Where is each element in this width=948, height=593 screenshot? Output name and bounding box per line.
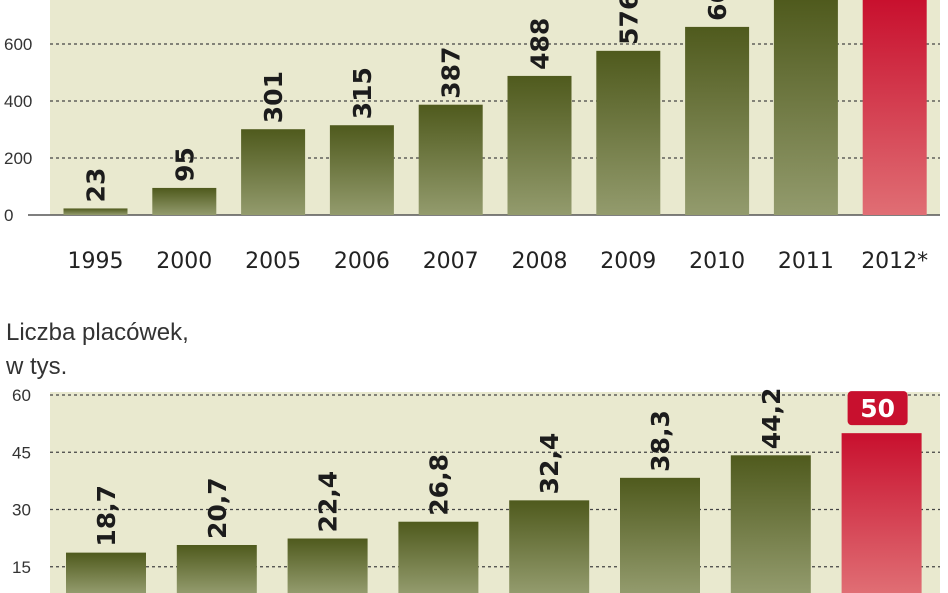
bar <box>398 521 479 593</box>
bar <box>63 208 128 215</box>
y-tick-label: 45 <box>12 443 31 462</box>
x-tick-label: 2000 <box>156 249 212 274</box>
data-label: 301 <box>259 71 288 123</box>
y-tick-label: 15 <box>12 558 31 577</box>
data-label: 23 <box>82 168 111 203</box>
bar <box>620 477 700 593</box>
bar <box>241 129 306 215</box>
x-tick-label: 2012* <box>861 249 928 274</box>
chart-title: Liczba placówek, <box>6 319 189 346</box>
bar <box>507 75 572 215</box>
x-tick-label: 2006 <box>334 249 390 274</box>
bar <box>862 0 927 215</box>
bar <box>418 104 483 215</box>
bar <box>509 500 590 593</box>
data-label: 50 <box>860 394 895 423</box>
bar <box>329 125 394 215</box>
highlight-badge <box>847 391 908 426</box>
x-tick-label: 1995 <box>68 249 124 274</box>
bar <box>841 433 922 593</box>
data-label: 315 <box>348 67 377 119</box>
y-tick-label: 400 <box>4 92 32 111</box>
data-label: 66 <box>703 0 732 21</box>
data-label: 488 <box>526 18 555 70</box>
x-tick-label: 2009 <box>600 249 656 274</box>
x-tick-label: 2008 <box>512 249 568 274</box>
data-label: 576 <box>614 0 643 45</box>
data-label: 18,7 <box>92 485 121 547</box>
data-label: 387 <box>437 47 466 99</box>
x-tick-label: 2007 <box>423 249 479 274</box>
y-tick-label: 200 <box>4 149 32 168</box>
y-tick-label: 60 <box>12 386 31 405</box>
x-tick-label: 2010 <box>689 249 745 274</box>
data-label: 95 <box>170 147 199 182</box>
data-label: 20,7 <box>203 477 232 539</box>
data-label: 26,8 <box>424 454 453 516</box>
bar <box>66 552 146 593</box>
data-label: 44,2 <box>757 388 786 450</box>
chart-subtitle: w tys. <box>5 353 67 380</box>
top-bar-chart: 0 200 400 600 23 1995 95 2000 301 2005 315 2006 387 2… <box>4 0 940 274</box>
bar <box>287 538 368 593</box>
x-tick-label: 2011 <box>778 249 834 274</box>
y-tick-label: 0 <box>4 206 13 225</box>
bar <box>176 544 257 593</box>
data-label: 38,3 <box>646 410 675 472</box>
bar <box>685 26 750 216</box>
y-tick-label: 30 <box>12 501 31 520</box>
y-tick-label: 600 <box>4 35 32 54</box>
x-tick-label: 2005 <box>245 249 301 274</box>
bar <box>596 50 661 216</box>
bar <box>730 455 811 593</box>
data-label: 22,4 <box>314 471 343 533</box>
bar <box>773 0 838 215</box>
bottom-bar-chart: 15 30 45 60 18,7 20,7 22,4 26,8 32,4 38,3 44,2 50 <box>12 386 940 593</box>
bar <box>152 187 217 215</box>
data-label: 32,4 <box>535 433 564 495</box>
